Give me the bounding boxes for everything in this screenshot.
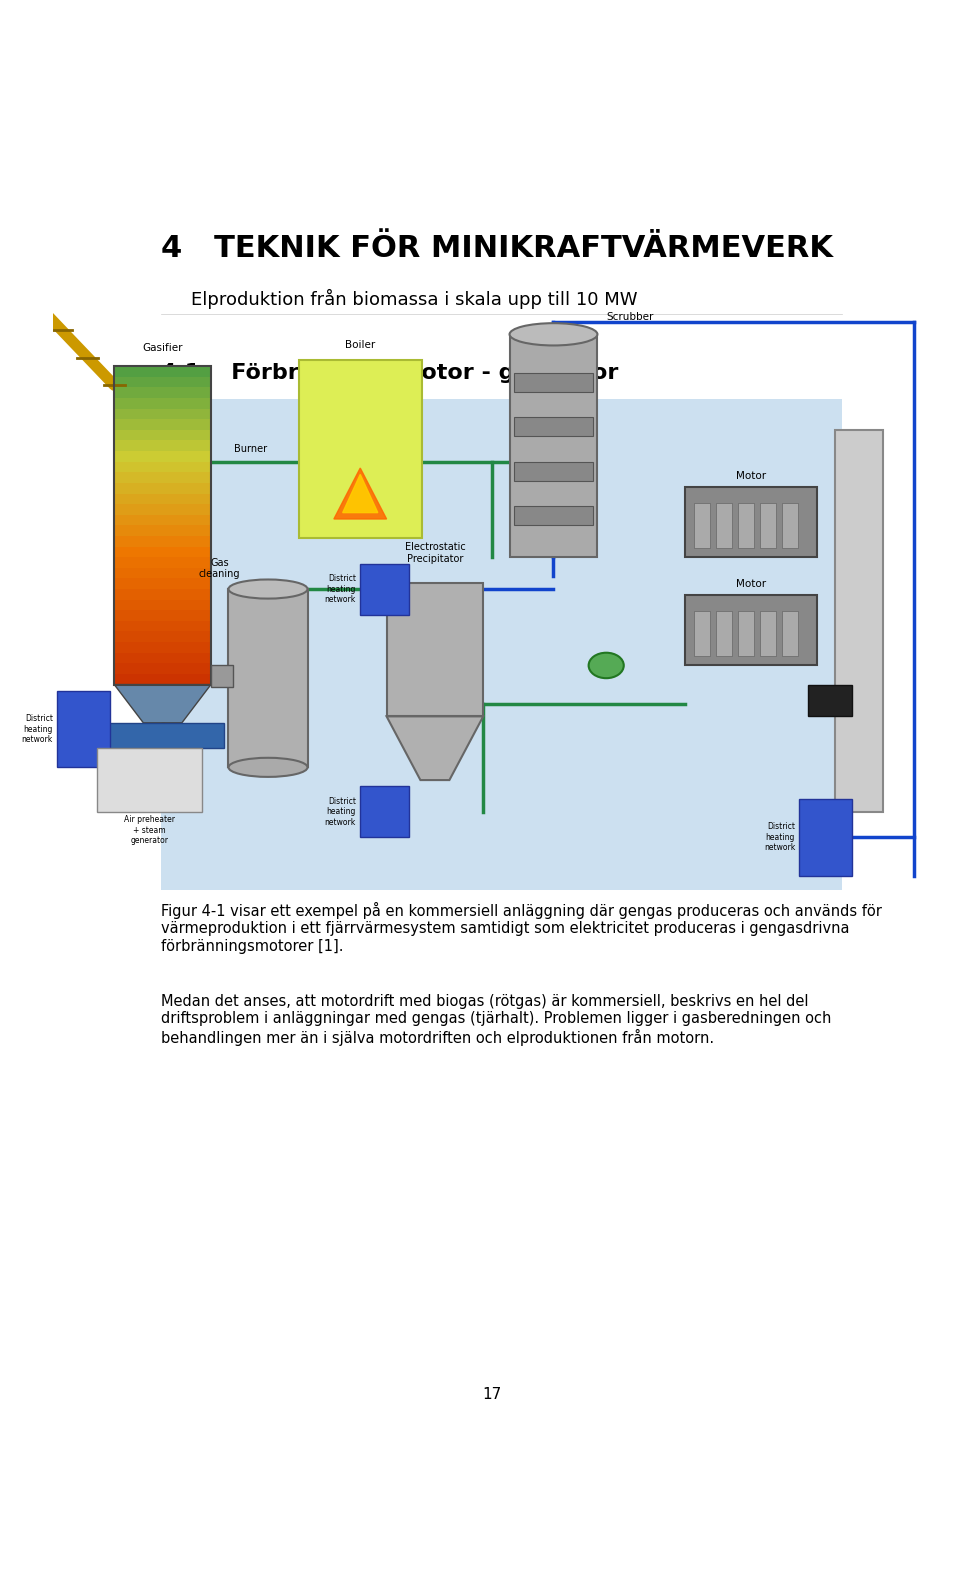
- Bar: [114, 653, 211, 664]
- Text: Gas
cleaning: Gas cleaning: [199, 557, 240, 579]
- Circle shape: [588, 653, 624, 678]
- Polygon shape: [114, 685, 211, 723]
- Bar: [101, 723, 224, 748]
- Bar: [114, 578, 211, 589]
- Text: District
heating
network: District heating network: [324, 575, 356, 603]
- Bar: [685, 487, 817, 557]
- Text: Air preheater
+ steam
generator: Air preheater + steam generator: [124, 815, 175, 845]
- Bar: [514, 373, 593, 392]
- Bar: [114, 621, 211, 632]
- Bar: [114, 462, 211, 473]
- Text: District
heating
network: District heating network: [324, 798, 356, 826]
- Bar: [58, 691, 109, 767]
- Bar: [738, 503, 754, 548]
- Bar: [360, 564, 409, 615]
- Bar: [114, 673, 211, 685]
- Bar: [760, 503, 776, 548]
- Bar: [360, 786, 409, 837]
- Bar: [114, 451, 211, 462]
- Bar: [211, 665, 233, 688]
- Bar: [834, 430, 883, 812]
- Bar: [114, 664, 211, 673]
- Bar: [114, 482, 211, 494]
- Ellipse shape: [228, 758, 307, 777]
- Bar: [800, 799, 852, 876]
- Text: Figur 4-1 visar ett exempel på en kommersiell anläggning där gengas produceras o: Figur 4-1 visar ett exempel på en kommer…: [161, 903, 882, 954]
- Bar: [114, 610, 211, 621]
- Text: Elproduktion från biomassa i skala upp till 10 MW: Elproduktion från biomassa i skala upp t…: [191, 290, 637, 309]
- Bar: [114, 419, 211, 430]
- Bar: [808, 685, 852, 716]
- Bar: [760, 611, 776, 656]
- Bar: [114, 377, 211, 387]
- Bar: [781, 611, 798, 656]
- Bar: [514, 462, 593, 481]
- Text: Burner: Burner: [234, 444, 267, 454]
- Text: Medan det anses, att motordrift med biogas (rötgas) är kommersiell, beskrivs en : Medan det anses, att motordrift med biog…: [161, 993, 831, 1046]
- Bar: [228, 589, 307, 767]
- Text: Electrostatic
Precipitator: Electrostatic Precipitator: [404, 541, 466, 564]
- Bar: [114, 441, 211, 451]
- Bar: [114, 642, 211, 653]
- Bar: [781, 503, 798, 548]
- Bar: [114, 546, 211, 557]
- Text: 4   TEKNIK FÖR MINIKRAFTVÄRMEVERK: 4 TEKNIK FÖR MINIKRAFTVÄRMEVERK: [161, 234, 833, 263]
- Text: Boiler: Boiler: [345, 341, 375, 350]
- Bar: [114, 473, 211, 482]
- FancyBboxPatch shape: [161, 400, 842, 890]
- Bar: [97, 748, 203, 812]
- Text: Motor: Motor: [736, 579, 766, 589]
- Bar: [114, 387, 211, 398]
- Text: District
heating
network: District heating network: [764, 823, 795, 852]
- Polygon shape: [343, 474, 378, 513]
- Bar: [114, 525, 211, 537]
- Text: Scrubber: Scrubber: [606, 312, 654, 322]
- Bar: [114, 430, 211, 441]
- Text: Motor: Motor: [736, 471, 766, 481]
- Bar: [685, 595, 817, 665]
- Bar: [114, 366, 211, 377]
- Bar: [716, 611, 732, 656]
- Ellipse shape: [228, 579, 307, 599]
- Text: 4.1    Förbränningsmotor - gasmotor: 4.1 Förbränningsmotor - gasmotor: [161, 363, 618, 382]
- Bar: [114, 409, 211, 419]
- Bar: [114, 600, 211, 610]
- Bar: [299, 360, 421, 538]
- Bar: [694, 503, 709, 548]
- Bar: [114, 557, 211, 568]
- Bar: [114, 632, 211, 642]
- Bar: [114, 537, 211, 546]
- Bar: [716, 503, 732, 548]
- Ellipse shape: [510, 323, 597, 345]
- Polygon shape: [334, 468, 387, 519]
- Bar: [114, 494, 211, 505]
- Bar: [114, 398, 211, 409]
- Bar: [114, 568, 211, 578]
- Text: Gasifier: Gasifier: [142, 344, 182, 353]
- Bar: [114, 514, 211, 525]
- Polygon shape: [387, 716, 483, 780]
- Bar: [114, 366, 211, 685]
- Bar: [514, 417, 593, 436]
- Text: 17: 17: [482, 1387, 502, 1403]
- Text: District
heating
network: District heating network: [21, 715, 53, 743]
- Bar: [114, 589, 211, 600]
- Bar: [514, 506, 593, 525]
- Bar: [510, 334, 597, 557]
- Bar: [738, 611, 754, 656]
- Bar: [387, 583, 483, 716]
- Bar: [114, 505, 211, 514]
- Bar: [694, 611, 709, 656]
